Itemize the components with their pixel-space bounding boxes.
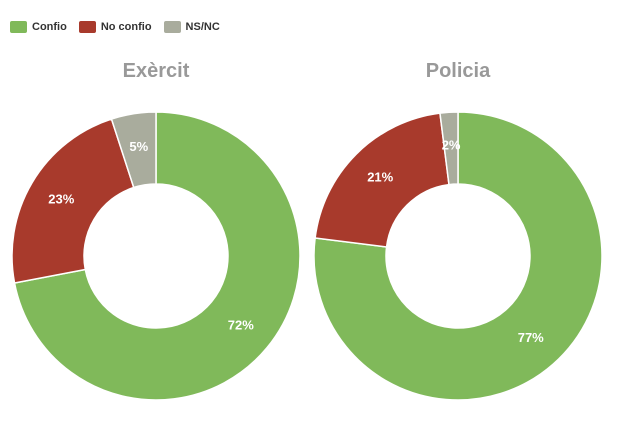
legend-item-no-confio[interactable]: No confio bbox=[78, 21, 152, 33]
legend: Confio No confio NS/NC bbox=[10, 21, 220, 33]
slice-exercit-confio[interactable] bbox=[13, 111, 301, 401]
chart-title-exercit: Exèrcit bbox=[122, 60, 190, 82]
legend-item-nsnc[interactable]: NS/NC bbox=[163, 21, 220, 33]
slice-policia-confio[interactable] bbox=[313, 111, 603, 401]
slice-label-exercit-0: 72% bbox=[228, 318, 254, 333]
slice-label-exercit-1: 23% bbox=[48, 191, 74, 206]
legend-label-confio: Confio bbox=[32, 21, 67, 33]
legend-swatch-nsnc bbox=[163, 21, 181, 33]
slice-label-policia-0: 77% bbox=[518, 330, 544, 345]
legend-swatch-no-confio bbox=[78, 21, 96, 33]
slice-policia-ns-nc[interactable] bbox=[439, 111, 459, 186]
slice-label-exercit-2: 5% bbox=[129, 139, 148, 154]
slice-label-policia-1: 21% bbox=[367, 170, 393, 185]
legend-item-confio[interactable]: Confio bbox=[10, 21, 67, 33]
legend-swatch-confio bbox=[10, 21, 27, 33]
legend-label-no-confio: No confio bbox=[100, 21, 152, 33]
slice-exercit-no-confio[interactable] bbox=[11, 118, 135, 284]
legend-label-nsnc: NS/NC bbox=[185, 21, 220, 33]
slice-policia-no-confio[interactable] bbox=[314, 112, 450, 248]
slice-label-policia-2: 2% bbox=[442, 138, 461, 153]
slice-exercit-ns-nc[interactable] bbox=[110, 111, 157, 189]
chart-title-policia: Policia bbox=[425, 60, 491, 82]
